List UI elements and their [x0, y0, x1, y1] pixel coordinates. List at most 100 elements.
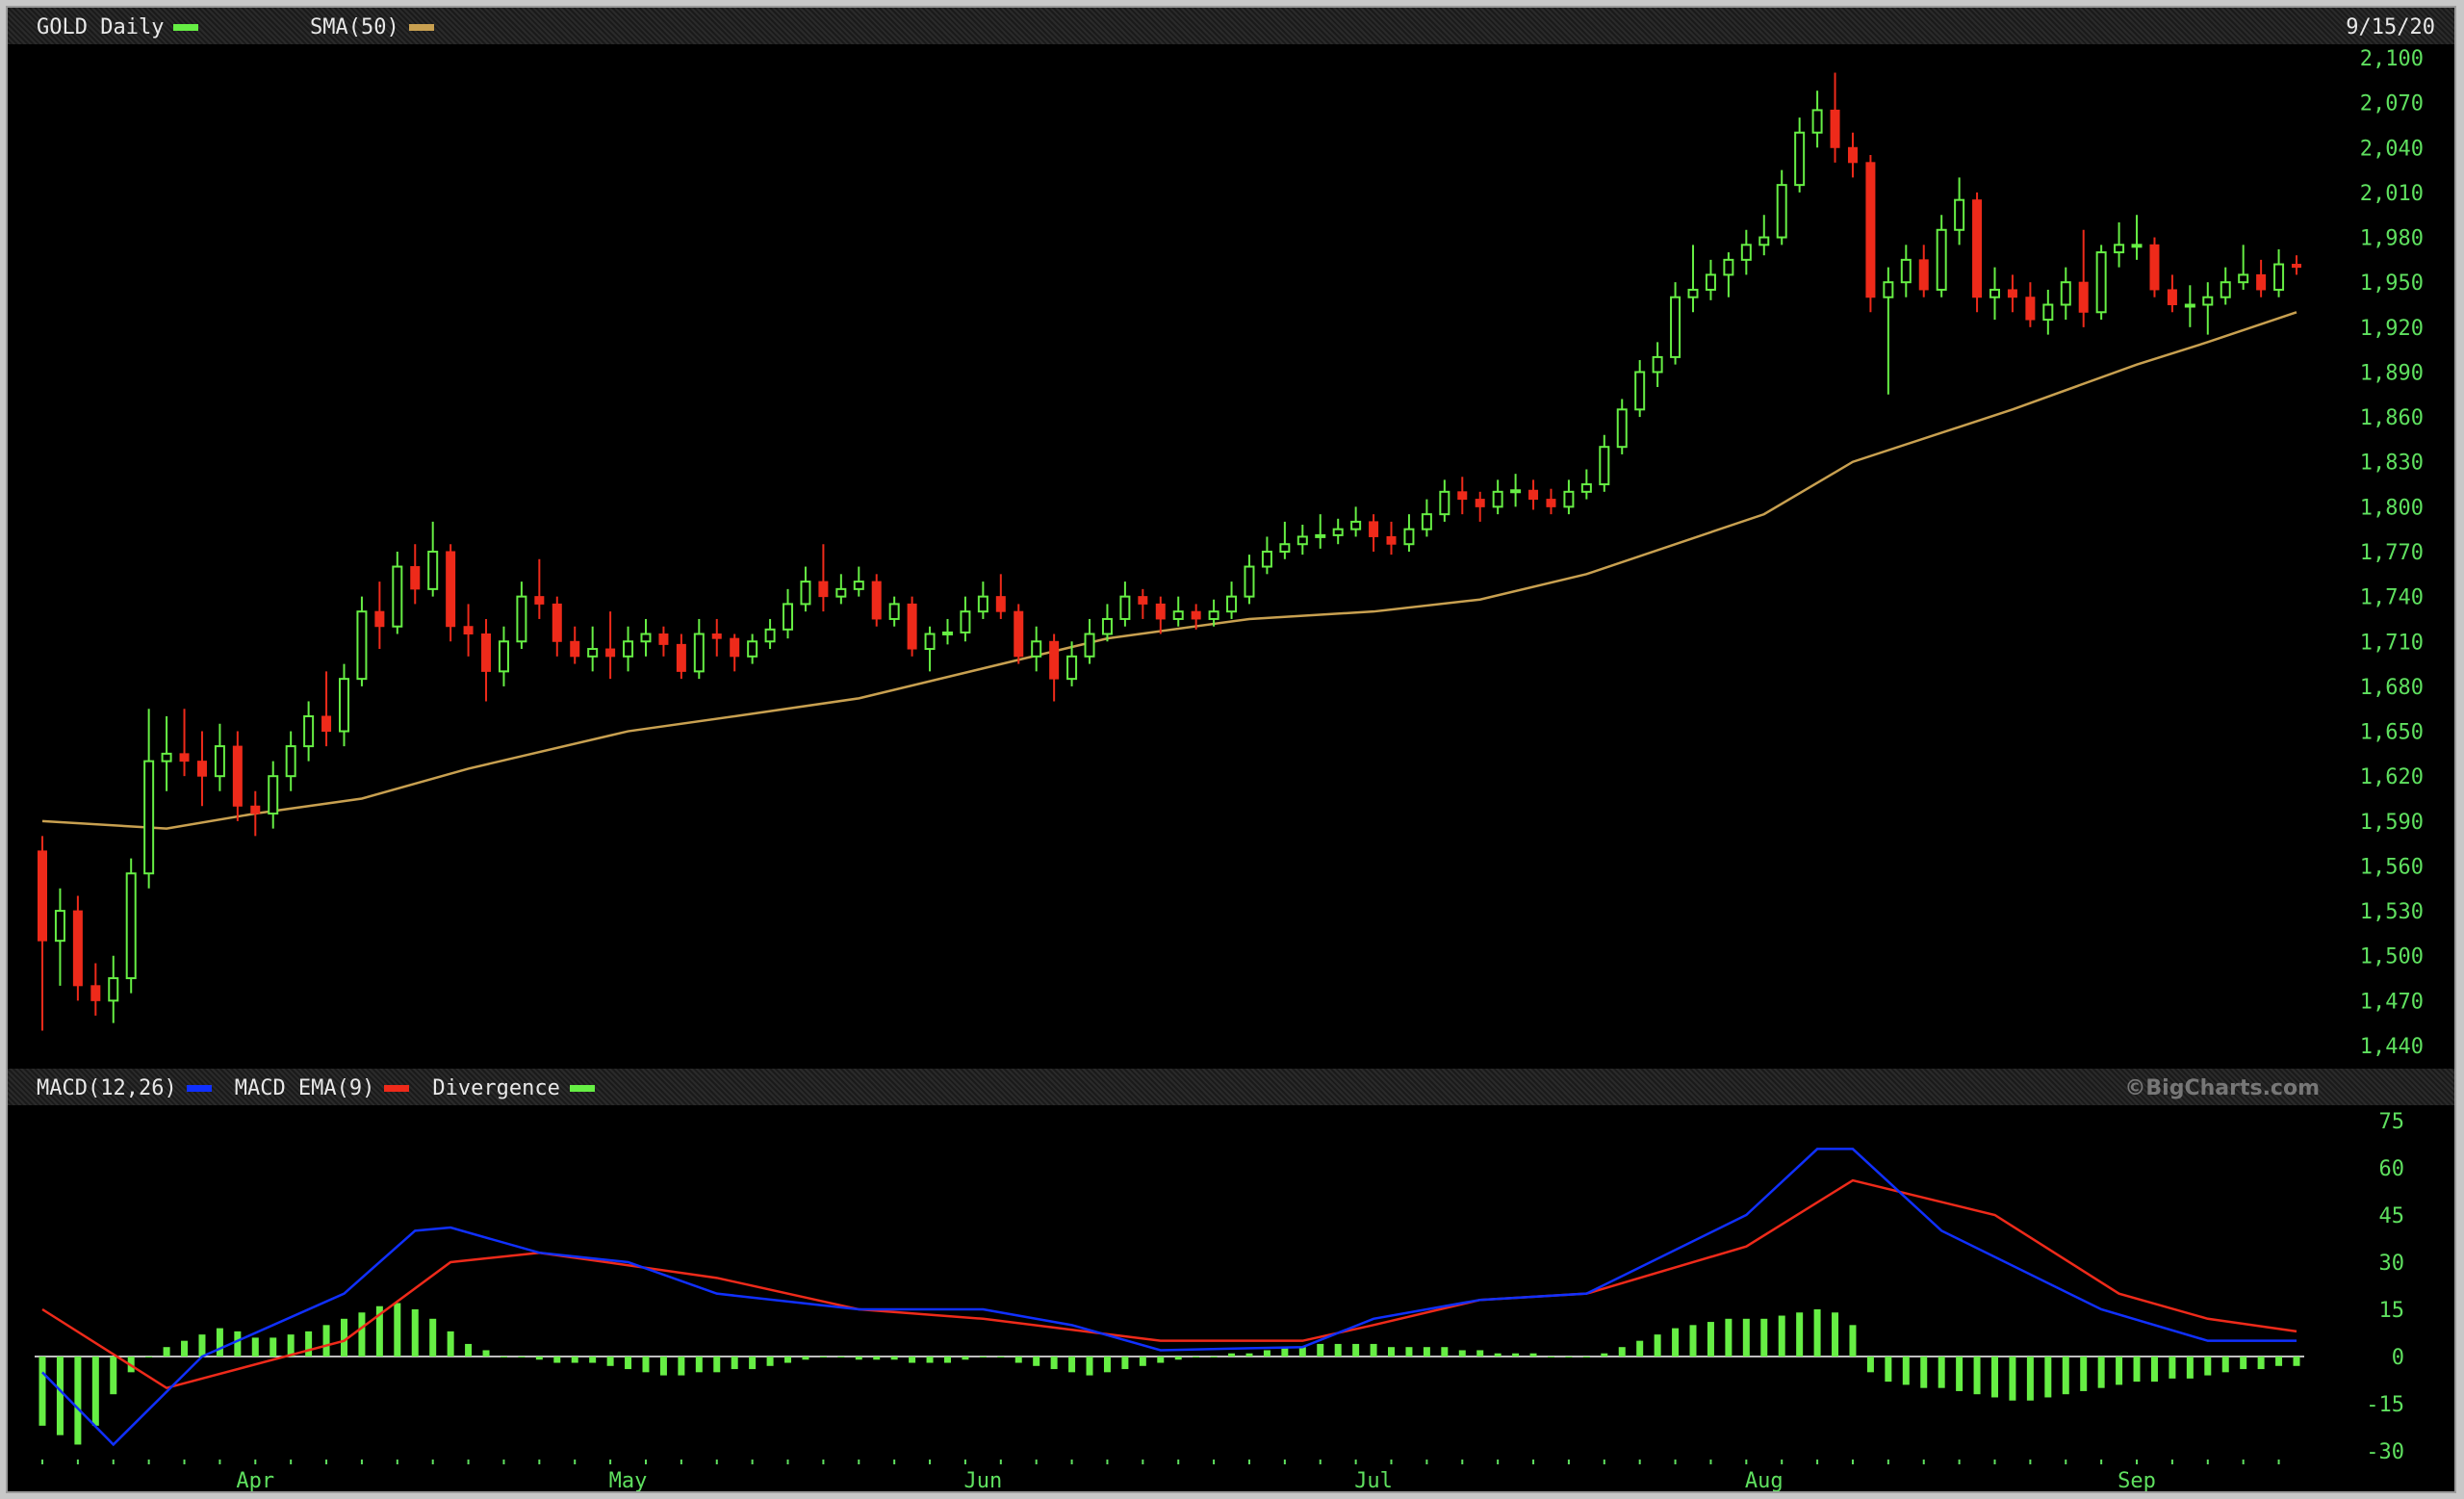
divergence-bar — [1458, 1350, 1466, 1357]
candle-down — [1155, 603, 1166, 620]
candle-down — [1014, 610, 1024, 658]
divergence-bar — [1849, 1325, 1857, 1357]
divergence-bar — [606, 1357, 614, 1366]
candle-down — [179, 753, 190, 762]
candle-up — [1066, 655, 1078, 681]
divergence-bar — [1832, 1312, 1839, 1357]
divergence-bar — [482, 1350, 490, 1357]
candle-down — [1386, 535, 1397, 545]
divergence-bar — [1920, 1357, 1928, 1388]
candle-up — [392, 565, 403, 628]
candle-up — [1740, 244, 1752, 261]
price-tick-label: 1,440 — [2360, 1035, 2424, 1059]
candle-up — [835, 587, 847, 598]
month-label: Jul — [1354, 1469, 1393, 1491]
chart-svg: 2,100 2,070 2,040 2,010 1,980 1,950 1,920 1,890… — [35, 47, 2424, 1491]
watermark-text: ©BigCharts.com — [2124, 1076, 2320, 1100]
candle-down — [321, 715, 332, 733]
macd-tick-label: 0 — [2392, 1346, 2404, 1370]
price-tick-label: 1,740 — [2360, 586, 2424, 610]
divergence-bar — [1033, 1357, 1040, 1366]
candle-up — [2273, 263, 2285, 291]
candle-up — [693, 633, 705, 673]
macd-label: MACD(12,26) — [37, 1076, 177, 1100]
macd-tick-label: 60 — [2379, 1157, 2405, 1181]
candle-up — [1261, 551, 1272, 568]
candle-up — [427, 551, 439, 590]
candle-up — [1279, 543, 1291, 554]
divergence-bar — [1938, 1357, 1945, 1388]
divergence-bar — [1973, 1357, 1981, 1395]
divergence-bar — [2044, 1357, 2052, 1398]
candle-down — [570, 640, 580, 658]
candle-up — [924, 633, 936, 651]
sma50-line — [41, 311, 2297, 830]
macd-tick-label: 75 — [2379, 1110, 2405, 1134]
price-tick-label: 1,890 — [2360, 361, 2424, 385]
price-tick-label: 2,040 — [2360, 137, 2424, 161]
candle-up — [1634, 371, 1646, 411]
divergence-bar — [713, 1357, 721, 1373]
price-tick-label: 2,100 — [2360, 47, 2424, 71]
divergence-bar — [962, 1357, 969, 1360]
divergence-bar — [1014, 1357, 1022, 1363]
divergence-bar — [447, 1331, 454, 1357]
macd-tick-label: 15 — [2379, 1299, 2405, 1323]
divergence-bar — [1902, 1357, 1910, 1385]
divergence-bar — [1476, 1350, 1484, 1357]
divergence-bar — [110, 1357, 117, 1395]
macd-tick-label: -15 — [2366, 1393, 2404, 1417]
chart-frame: GOLD Daily SMA(50) 9/15/20 MACD(12,26) M… — [6, 6, 2456, 1493]
candle-down — [1830, 109, 1840, 148]
candle-up — [1101, 617, 1113, 635]
candle-down — [410, 566, 421, 590]
divergence-bar — [766, 1357, 774, 1366]
divergence-bar — [305, 1331, 313, 1357]
divergence-bar — [625, 1357, 632, 1370]
candle-down — [818, 581, 829, 598]
candle-up — [1687, 288, 1699, 298]
divergence-bar — [2275, 1357, 2283, 1366]
candle-up — [108, 977, 119, 1002]
divergence-bar — [2257, 1357, 2265, 1370]
candle-down — [534, 596, 545, 605]
price-tick-label: 1,470 — [2360, 990, 2424, 1014]
divergence-bar — [394, 1303, 401, 1357]
candle-up — [1350, 520, 1362, 530]
candle-up — [623, 640, 634, 658]
divergence-bar — [340, 1318, 347, 1357]
candle-down — [72, 910, 83, 987]
candle-up — [1989, 288, 2001, 298]
candle-down — [907, 603, 917, 650]
divergence-bar — [429, 1318, 437, 1357]
divergence-bar — [2026, 1357, 2034, 1401]
divergence-bar — [2009, 1357, 2016, 1401]
divergence-bar — [855, 1357, 862, 1360]
divergence-bar — [1742, 1318, 1750, 1357]
divergence-bar — [1441, 1347, 1449, 1357]
divergence-bar — [909, 1357, 916, 1363]
candle-up — [1172, 610, 1184, 620]
candle-up — [285, 745, 296, 778]
divergence-bar — [1281, 1347, 1289, 1357]
candle-up — [356, 610, 368, 681]
divergence-bar — [1866, 1357, 1874, 1373]
divergence-bar — [1334, 1343, 1342, 1357]
price-tick-label: 1,770 — [2360, 541, 2424, 565]
candle-up — [1705, 273, 1716, 291]
divergence-bar — [1317, 1343, 1324, 1357]
divergence-bar — [1760, 1318, 1768, 1357]
divergence-bar — [678, 1357, 685, 1376]
candle-up — [2060, 281, 2071, 306]
price-tick-label: 1,860 — [2360, 406, 2424, 430]
divergence-bar — [322, 1325, 330, 1357]
candle-up — [303, 715, 315, 748]
candle-down — [1049, 640, 1060, 680]
divergence-bar — [411, 1309, 419, 1357]
watermark: ©BigCharts.com — [2124, 1076, 2320, 1100]
candle-down — [1457, 491, 1468, 501]
candle-up — [1723, 258, 1734, 276]
candle-up — [1811, 109, 1823, 134]
candle-up — [1670, 296, 1681, 358]
candle-up — [1599, 446, 1610, 486]
